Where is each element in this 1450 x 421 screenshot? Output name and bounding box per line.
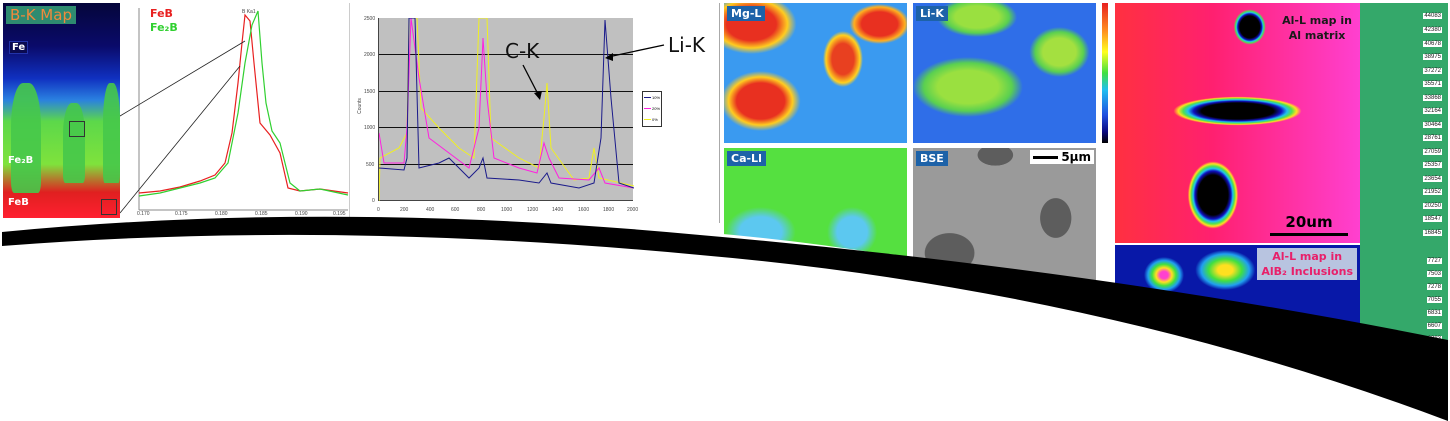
level-value: 28761 [1423,135,1442,141]
x-tick: 1800 [603,207,615,213]
spectrum-lines [120,8,349,214]
al-matrix-title: Al-L map in Al matrix [1282,14,1352,42]
level-value: 20250 [1423,203,1442,209]
x-tick: 1400 [552,207,564,213]
gridline [379,54,633,55]
x-tick: 0 [377,207,380,213]
x-tick: 0.180 [215,211,228,217]
y-tick: 500 [366,162,375,168]
peak-label: B Ka1 [242,9,256,15]
scale-bar-5um: 5µm [1030,150,1094,164]
gridline [379,164,633,165]
li-k-map: Li-K [913,3,1096,143]
plot-area [378,18,634,201]
level-value: 16845 [1423,230,1442,236]
level-value: 42380 [1423,27,1442,33]
gridline [379,91,633,92]
y-tick: 2500 [364,16,376,22]
bk-map-title: B-K Map [6,6,76,24]
level-value: 32164 [1423,108,1442,114]
ck-annotation: C-K [505,39,540,63]
level-value: 23654 [1423,176,1442,182]
x-tick: 2000 [627,207,639,213]
x-tick: 1000 [501,207,513,213]
mg-l-label: Mg-L [727,6,766,21]
gridline [379,127,633,128]
legend-item: 10% [643,92,661,103]
level-value: 40678 [1423,41,1442,47]
y-tick: 2000 [364,52,376,58]
level-value: 7727 [1426,258,1442,264]
spectra-lines [379,18,634,201]
level-value: 38975 [1423,54,1442,60]
y-tick: 0 [372,198,375,204]
x-tick: 0.175 [175,211,188,217]
roi-box-feb [101,199,117,215]
x-tick: 0.170 [137,211,150,217]
al-inclusion-title: Al-L map in AlB₂ Inclusions [1257,248,1357,280]
x-tick: 0.195 [333,211,346,217]
mg-l-map: Mg-L [724,3,907,143]
label-fe2b: Fe₂B [8,155,34,166]
x-tick: 200 [400,207,409,213]
li-spectra-chart: 2500 2000 1500 1000 500 0 Counts 0 200 4… [350,3,720,223]
x-tick: 1200 [527,207,539,213]
legend-item: 0% [643,114,661,125]
level-value: 44083 [1423,13,1442,19]
level-value: 30464 [1423,122,1442,128]
annotation-arrows [522,44,665,100]
level-value: 6831 [1426,310,1442,316]
scale-bar-20um: 20um [1270,213,1348,236]
bse-label: BSE [916,151,948,166]
legend-feb: FeB [150,7,173,20]
x-tick: 0.190 [295,211,308,217]
b-ka-spectrum-chart: FeB Fe₂B B Ka1 0.170 0.175 0.180 0.185 0… [120,3,350,218]
level-value: 18547 [1423,216,1442,222]
level-value: 35571 [1423,81,1442,87]
legend-fe2b: Fe₂B [150,21,178,34]
x-tick: 1600 [578,207,590,213]
level-value: 21952 [1423,189,1442,195]
color-scale-bar [1102,3,1108,143]
li-k-label: Li-K [916,6,948,21]
level-value: 33868 [1423,95,1442,101]
lik-annotation: Li-K [668,33,706,57]
level-value: 37272 [1423,68,1442,74]
roi-box-fe2b [69,121,85,137]
y-tick: 1000 [364,125,376,131]
chart-legend: 10% 20% 0% [642,91,662,127]
label-fe: Fe [9,41,29,54]
al-l-matrix-map: Al-L map in Al matrix 20um [1115,3,1360,243]
ca-l-label: Ca-Ll [727,151,766,166]
x-tick: 0.185 [255,211,268,217]
legend-item: 20% [643,103,661,114]
fe2b-region [103,83,120,183]
level-value: 6607 [1426,323,1442,329]
x-tick: 600 [451,207,460,213]
bk-map-image: B-K Map Fe Fe₂B FeB [3,3,120,218]
x-tick: 800 [477,207,486,213]
label-feb: FeB [8,197,29,208]
y-tick: 1500 [364,89,376,95]
level-value: 25357 [1423,162,1442,168]
level-value: 7503 [1426,271,1442,277]
fe2b-region [11,83,41,193]
fe2b-region [63,103,85,183]
x-tick: 400 [426,207,435,213]
intensity-levels-panel: 44083 42380 40678 38975 37272 35571 3386… [1360,3,1448,363]
level-value: 7055 [1426,297,1442,303]
level-value: 27059 [1423,149,1442,155]
level-value: 7278 [1426,284,1442,290]
